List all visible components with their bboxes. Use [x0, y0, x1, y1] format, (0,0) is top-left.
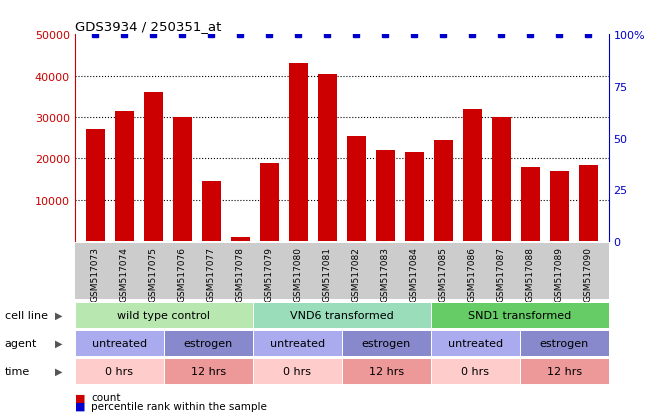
- Text: GSM517075: GSM517075: [148, 247, 158, 301]
- Text: GSM517077: GSM517077: [207, 247, 215, 301]
- Text: GSM517082: GSM517082: [352, 247, 361, 301]
- Text: cell line: cell line: [5, 310, 48, 320]
- Bar: [434, 140, 452, 242]
- Bar: [550, 171, 569, 242]
- Bar: [144, 93, 163, 242]
- Text: VND6 transformed: VND6 transformed: [290, 310, 394, 320]
- Text: GSM517087: GSM517087: [497, 247, 506, 301]
- Bar: [202, 182, 221, 242]
- Text: GSM517074: GSM517074: [120, 247, 129, 301]
- Text: ■: ■: [75, 401, 85, 411]
- Text: 0 hrs: 0 hrs: [105, 366, 133, 376]
- Text: GDS3934 / 250351_at: GDS3934 / 250351_at: [75, 19, 221, 33]
- Text: ▶: ▶: [55, 310, 62, 320]
- Bar: [115, 112, 133, 242]
- Text: GSM517078: GSM517078: [236, 247, 245, 301]
- Bar: [405, 153, 424, 242]
- Text: SND1 transformed: SND1 transformed: [468, 310, 572, 320]
- Text: GSM517085: GSM517085: [439, 247, 448, 301]
- Text: GSM517086: GSM517086: [468, 247, 477, 301]
- Text: 12 hrs: 12 hrs: [191, 366, 226, 376]
- Text: untreated: untreated: [448, 338, 503, 348]
- Text: 12 hrs: 12 hrs: [368, 366, 404, 376]
- Bar: [289, 64, 308, 242]
- Text: estrogen: estrogen: [540, 338, 589, 348]
- Bar: [231, 237, 250, 242]
- Bar: [86, 130, 105, 242]
- Text: GSM517090: GSM517090: [584, 247, 593, 301]
- Text: estrogen: estrogen: [184, 338, 233, 348]
- Text: GSM517088: GSM517088: [526, 247, 535, 301]
- Text: untreated: untreated: [270, 338, 325, 348]
- Bar: [521, 167, 540, 242]
- Text: GSM517073: GSM517073: [90, 247, 100, 301]
- Text: GSM517081: GSM517081: [323, 247, 332, 301]
- Text: 0 hrs: 0 hrs: [283, 366, 311, 376]
- Text: count: count: [91, 392, 120, 402]
- Text: 12 hrs: 12 hrs: [547, 366, 582, 376]
- Text: time: time: [5, 366, 30, 376]
- Text: percentile rank within the sample: percentile rank within the sample: [91, 401, 267, 411]
- Text: ▶: ▶: [55, 338, 62, 348]
- Bar: [318, 74, 337, 242]
- Text: GSM517083: GSM517083: [381, 247, 390, 301]
- Text: untreated: untreated: [92, 338, 147, 348]
- Text: wild type control: wild type control: [117, 310, 210, 320]
- Text: GSM517084: GSM517084: [410, 247, 419, 301]
- Text: 0 hrs: 0 hrs: [461, 366, 490, 376]
- Bar: [376, 151, 395, 242]
- Bar: [347, 136, 366, 242]
- Bar: [579, 165, 598, 242]
- Bar: [492, 118, 511, 242]
- Text: agent: agent: [5, 338, 37, 348]
- Text: GSM517089: GSM517089: [555, 247, 564, 301]
- Text: estrogen: estrogen: [362, 338, 411, 348]
- Text: GSM517080: GSM517080: [294, 247, 303, 301]
- Bar: [463, 109, 482, 242]
- Bar: [260, 163, 279, 242]
- Text: ■: ■: [75, 392, 85, 402]
- Text: GSM517076: GSM517076: [178, 247, 187, 301]
- Bar: [173, 118, 191, 242]
- Text: GSM517079: GSM517079: [265, 247, 273, 301]
- Text: ▶: ▶: [55, 366, 62, 376]
